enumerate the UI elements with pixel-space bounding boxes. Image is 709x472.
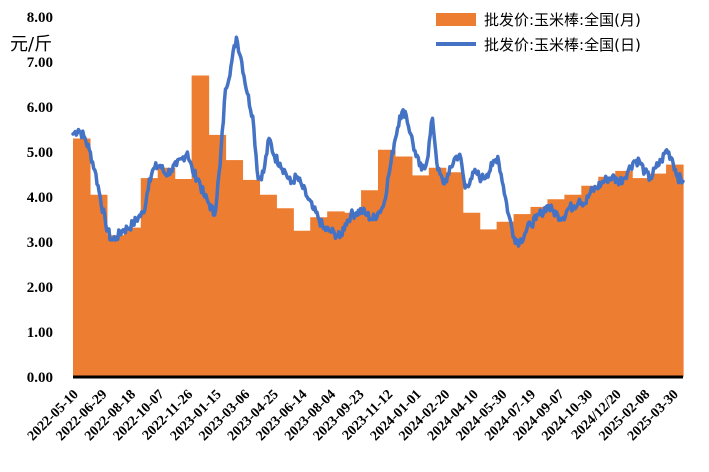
monthly-bar-series: [73, 75, 684, 377]
bar-month: [547, 199, 565, 377]
bar-month: [123, 227, 142, 377]
bar-month: [479, 229, 498, 377]
bar-month: [496, 221, 515, 377]
y-axis-ticks: 0.00 1.00 2.00 3.00 4.00 5.00 6.00 7.00 8.00: [27, 10, 53, 386]
y-axis-unit-label: 元/斤: [10, 34, 52, 55]
bar-month: [174, 179, 193, 377]
y-tick-label: 0.00: [27, 370, 53, 386]
bar-month: [530, 206, 549, 377]
y-tick-label: 7.00: [27, 55, 53, 71]
daily-line-series: [71, 35, 685, 248]
bar-month: [632, 178, 650, 377]
bar-month: [208, 134, 227, 377]
legend: 批发价:玉米棒:全国(月) 批发价:玉米棒:全国(日): [436, 11, 641, 54]
legend-label-monthly: 批发价:玉米棒:全国(月): [484, 11, 641, 29]
bar-month: [649, 173, 667, 377]
bar-month: [310, 217, 328, 377]
legend-swatch-monthly: [436, 13, 476, 26]
x-axis-ticks: 2022-05-102022-06-292022-08-182022-10-07…: [25, 387, 682, 444]
bar-month: [73, 138, 91, 377]
y-tick-label: 8.00: [27, 10, 53, 26]
bar-month: [598, 176, 616, 377]
bar-month: [615, 170, 633, 377]
bar-month: [140, 178, 159, 377]
bar-month: [462, 212, 481, 377]
y-tick-label: 5.00: [27, 145, 53, 161]
y-tick-label: 1.00: [27, 325, 53, 341]
bar-month: [259, 194, 277, 377]
y-tick-label: 3.00: [27, 235, 53, 251]
bar-month: [191, 75, 210, 377]
y-tick-label: 2.00: [27, 280, 53, 296]
bar-month: [344, 212, 362, 377]
bar-month: [445, 172, 464, 377]
bar-month: [276, 208, 294, 377]
bar-month: [242, 179, 260, 377]
bar-month: [157, 167, 176, 377]
bar-month: [394, 156, 413, 377]
y-tick-label: 6.00: [27, 100, 53, 116]
bar-month: [361, 190, 379, 377]
legend-label-daily: 批发价:玉米棒:全国(日): [484, 36, 641, 54]
bar-month: [106, 235, 125, 377]
bar-month: [564, 194, 582, 377]
bar-month: [581, 185, 599, 377]
bar-month: [293, 230, 311, 377]
bar-month: [327, 211, 345, 377]
y-tick-label: 4.00: [27, 190, 53, 206]
bar-month: [89, 194, 108, 377]
bar-month: [411, 175, 430, 377]
bar-month: [666, 164, 684, 377]
bar-month: [513, 214, 532, 377]
bar-month: [428, 167, 447, 377]
bar-month: [225, 160, 244, 377]
